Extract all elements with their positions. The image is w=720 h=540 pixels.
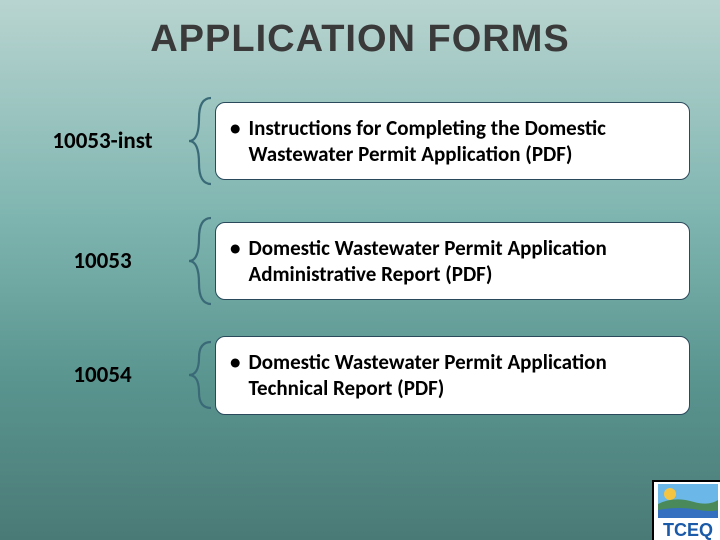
- bracket-icon: [185, 96, 215, 186]
- form-id-label: 10053: [20, 247, 185, 275]
- logo-text: TCEQ: [663, 520, 713, 540]
- form-row: 10053 • Domestic Wastewater Permit Applica…: [20, 216, 690, 306]
- form-description-text: Instructions for Completing the Domestic…: [248, 115, 671, 168]
- bracket-icon: [185, 340, 215, 410]
- form-id-label: 10053-inst: [20, 127, 185, 155]
- bullet-icon: •: [230, 115, 240, 141]
- form-description-box: • Domestic Wastewater Permit Application …: [215, 336, 690, 415]
- form-description-text: Domestic Wastewater Permit Application T…: [248, 349, 671, 402]
- forms-list: 10053-inst • Instructions for Completing t…: [0, 96, 720, 415]
- tceq-logo: TCEQ: [652, 480, 720, 540]
- form-row: 10053-inst • Instructions for Completing t…: [20, 96, 690, 186]
- bullet-icon: •: [230, 349, 240, 375]
- page-title: APPLICATION FORMS: [0, 0, 720, 61]
- logo-sun: [664, 488, 676, 500]
- form-description-box: • Domestic Wastewater Permit Application …: [215, 222, 690, 301]
- form-id-label: 10054: [20, 361, 185, 389]
- bullet-icon: •: [230, 235, 240, 261]
- form-row: 10054 • Domestic Wastewater Permit Applica…: [20, 336, 690, 415]
- bracket-icon: [185, 216, 215, 306]
- form-description-text: Domestic Wastewater Permit Application A…: [248, 235, 671, 288]
- title-text: APPLICATION FORMS: [150, 18, 570, 60]
- form-description-box: • Instructions for Completing the Domesti…: [215, 102, 690, 181]
